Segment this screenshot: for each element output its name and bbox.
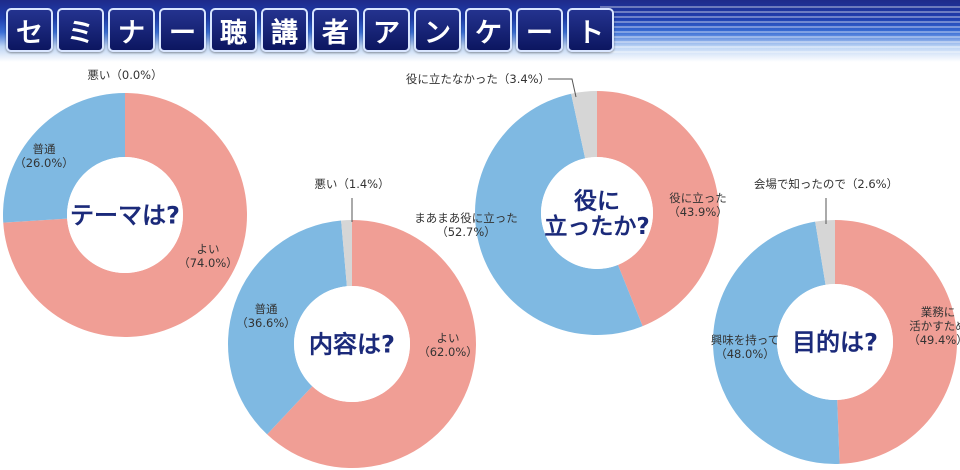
pie-slice bbox=[475, 93, 643, 336]
pie-slice bbox=[2, 93, 125, 223]
slice-value-label: （48.0%） bbox=[715, 347, 775, 361]
header-banner: セ ミ ナ ー 聴 講 者 ア ン ケ ー ト bbox=[0, 0, 960, 62]
slice-value-label: （74.0%） bbox=[178, 256, 238, 270]
pie-slice bbox=[267, 220, 476, 468]
title-tile: ミ bbox=[57, 8, 104, 52]
title-tile: 聴 bbox=[210, 8, 257, 52]
slice-label: 役に立った bbox=[669, 191, 727, 205]
pie-slice bbox=[227, 220, 347, 435]
page-title: セ ミ ナ ー 聴 講 者 ア ン ケ ー ト bbox=[6, 8, 618, 52]
header-stripe-decoration bbox=[600, 6, 960, 54]
slice-value-label: （36.6%） bbox=[236, 316, 296, 330]
slice-label: 普通 bbox=[33, 142, 56, 156]
title-tile: ト bbox=[567, 8, 614, 52]
pie-slice bbox=[835, 220, 957, 464]
slice-value-label: （52.7%） bbox=[436, 225, 496, 239]
chart-center-title: 目的は? bbox=[792, 329, 878, 357]
pie-slice bbox=[3, 93, 247, 337]
slice-label: 業務に bbox=[921, 305, 956, 319]
chart-center-title: 立ったか? bbox=[544, 213, 649, 240]
donut-chart: テーマは? よい（74.0%） 普通（26.0%） 悪い（0.0%） bbox=[2, 68, 247, 337]
slice-value-label: （49.4%） bbox=[908, 333, 960, 347]
chart-center-title: テーマは? bbox=[70, 202, 180, 230]
chart-center-title: 内容は? bbox=[309, 331, 395, 359]
donut-hole bbox=[294, 286, 410, 402]
title-tile: ン bbox=[414, 8, 461, 52]
slice-value-label: （62.0%） bbox=[418, 345, 478, 359]
slice-label: 会場で知ったので（2.6%） bbox=[754, 177, 898, 191]
donut-hole bbox=[541, 157, 653, 269]
chart-center-title: 役に bbox=[574, 189, 620, 215]
slice-label: 活かすため bbox=[909, 319, 960, 333]
slice-label: 普通 bbox=[255, 302, 278, 316]
slice-label: よい bbox=[197, 242, 220, 256]
slice-label: 役に立たなかった（3.4%） bbox=[406, 72, 550, 86]
donut-chart: 内容は? よい（62.0%） 普通（36.6%） 悪い（1.4%） bbox=[227, 177, 478, 468]
title-tile: ー bbox=[159, 8, 206, 52]
title-tile: ー bbox=[516, 8, 563, 52]
donut-chart: 目的は? 業務に活かすため（49.4%） 興味を持って（48.0%） 会場で知ったので… bbox=[711, 177, 960, 465]
slice-label: 悪い（0.0%） bbox=[87, 68, 162, 82]
donut-hole bbox=[777, 284, 893, 400]
title-tile: セ bbox=[6, 8, 53, 52]
slice-label: よい bbox=[437, 331, 460, 345]
title-tile: ケ bbox=[465, 8, 512, 52]
pie-slice bbox=[815, 220, 835, 285]
label-leader-line bbox=[548, 78, 577, 98]
title-tile: 講 bbox=[261, 8, 308, 52]
title-tile: 者 bbox=[312, 8, 359, 52]
title-tile: ナ bbox=[108, 8, 155, 52]
title-tile: ア bbox=[363, 8, 410, 52]
pie-slice bbox=[341, 220, 352, 287]
pie-slice bbox=[597, 90, 720, 327]
donut-hole bbox=[67, 157, 183, 273]
pie-slice bbox=[712, 221, 840, 465]
pie-slice bbox=[571, 91, 597, 159]
slice-label: 悪い（1.4%） bbox=[314, 177, 389, 191]
slice-label: 興味を持って bbox=[711, 333, 779, 347]
slice-label: まあまあ役に立った bbox=[414, 211, 518, 225]
slice-value-label: （26.0%） bbox=[14, 156, 74, 170]
slice-value-label: （43.9%） bbox=[668, 205, 728, 219]
